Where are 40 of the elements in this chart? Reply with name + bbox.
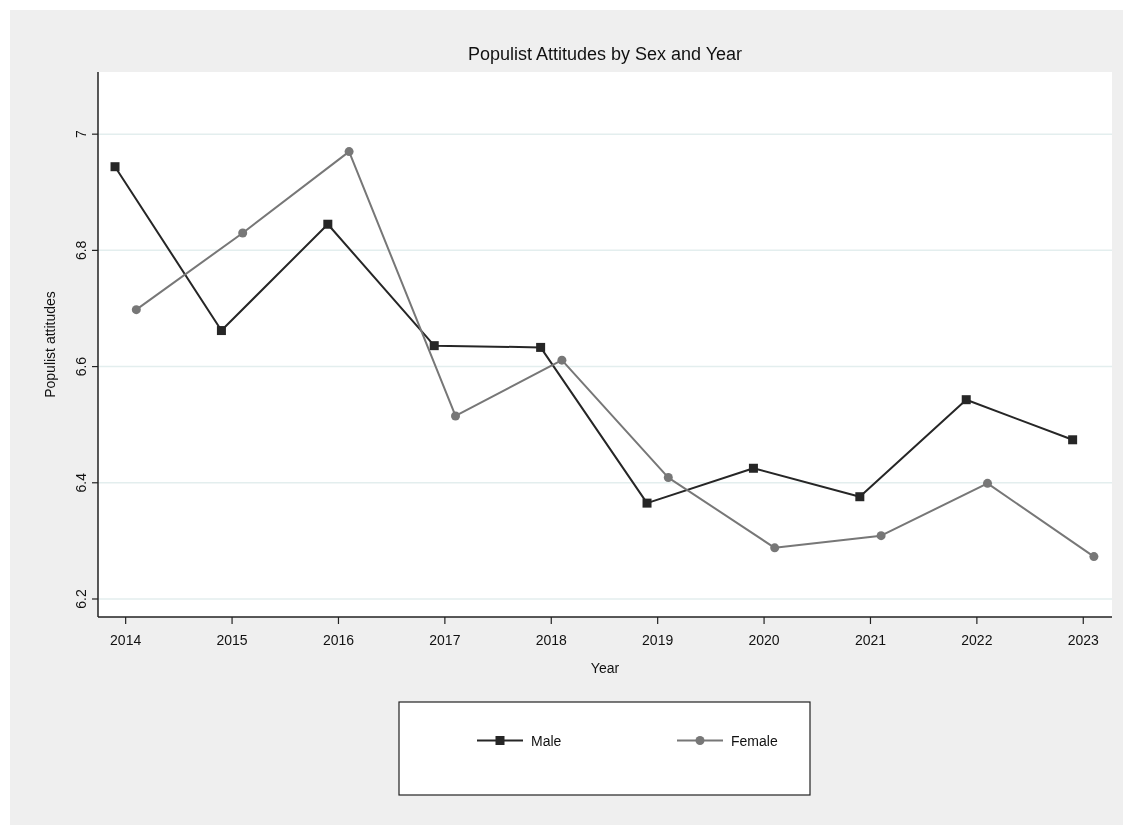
x-tick-label: 2021 (854, 632, 887, 648)
point (216, 326, 226, 336)
point (131, 305, 141, 315)
point (663, 473, 673, 483)
y-tick-label: 6.2 (73, 589, 89, 609)
x-axis-title: Year (590, 660, 620, 676)
x-tick-label: 2014 (110, 632, 142, 648)
x-tick-label: 2019 (642, 632, 674, 648)
y-tick-label: 6.8 (73, 240, 89, 261)
point (451, 411, 461, 421)
point (876, 531, 886, 541)
point (557, 355, 567, 365)
legend-label: Male (531, 732, 562, 749)
x-tick-label: 2023 (1067, 632, 1100, 648)
point (110, 162, 120, 172)
legend-label: Female (731, 732, 778, 749)
y-tick-label: 6.6 (73, 356, 89, 377)
y-tick-label: 7 (73, 130, 89, 139)
point (855, 492, 865, 502)
point (1089, 552, 1099, 562)
y-tick-label: 6.4 (73, 472, 89, 493)
point (642, 498, 652, 508)
x-tick-label: 2016 (322, 632, 355, 648)
y-axis-title: Populist attitudes (42, 291, 58, 398)
point (983, 478, 993, 488)
point (238, 228, 248, 238)
point (748, 463, 758, 473)
point (536, 342, 546, 352)
x-tick-label: 2015 (216, 632, 248, 648)
point (344, 147, 354, 157)
chart-title: Populist Attitudes by Sex and Year (467, 44, 743, 64)
x-tick-label: 2017 (429, 632, 461, 648)
point (1068, 435, 1078, 445)
point (323, 219, 333, 229)
x-tick-label: 2020 (748, 632, 780, 648)
x-tick-label: 2022 (961, 632, 993, 648)
point (429, 341, 439, 351)
point (770, 543, 780, 553)
x-tick-label: 2018 (535, 632, 568, 648)
point (961, 395, 971, 405)
